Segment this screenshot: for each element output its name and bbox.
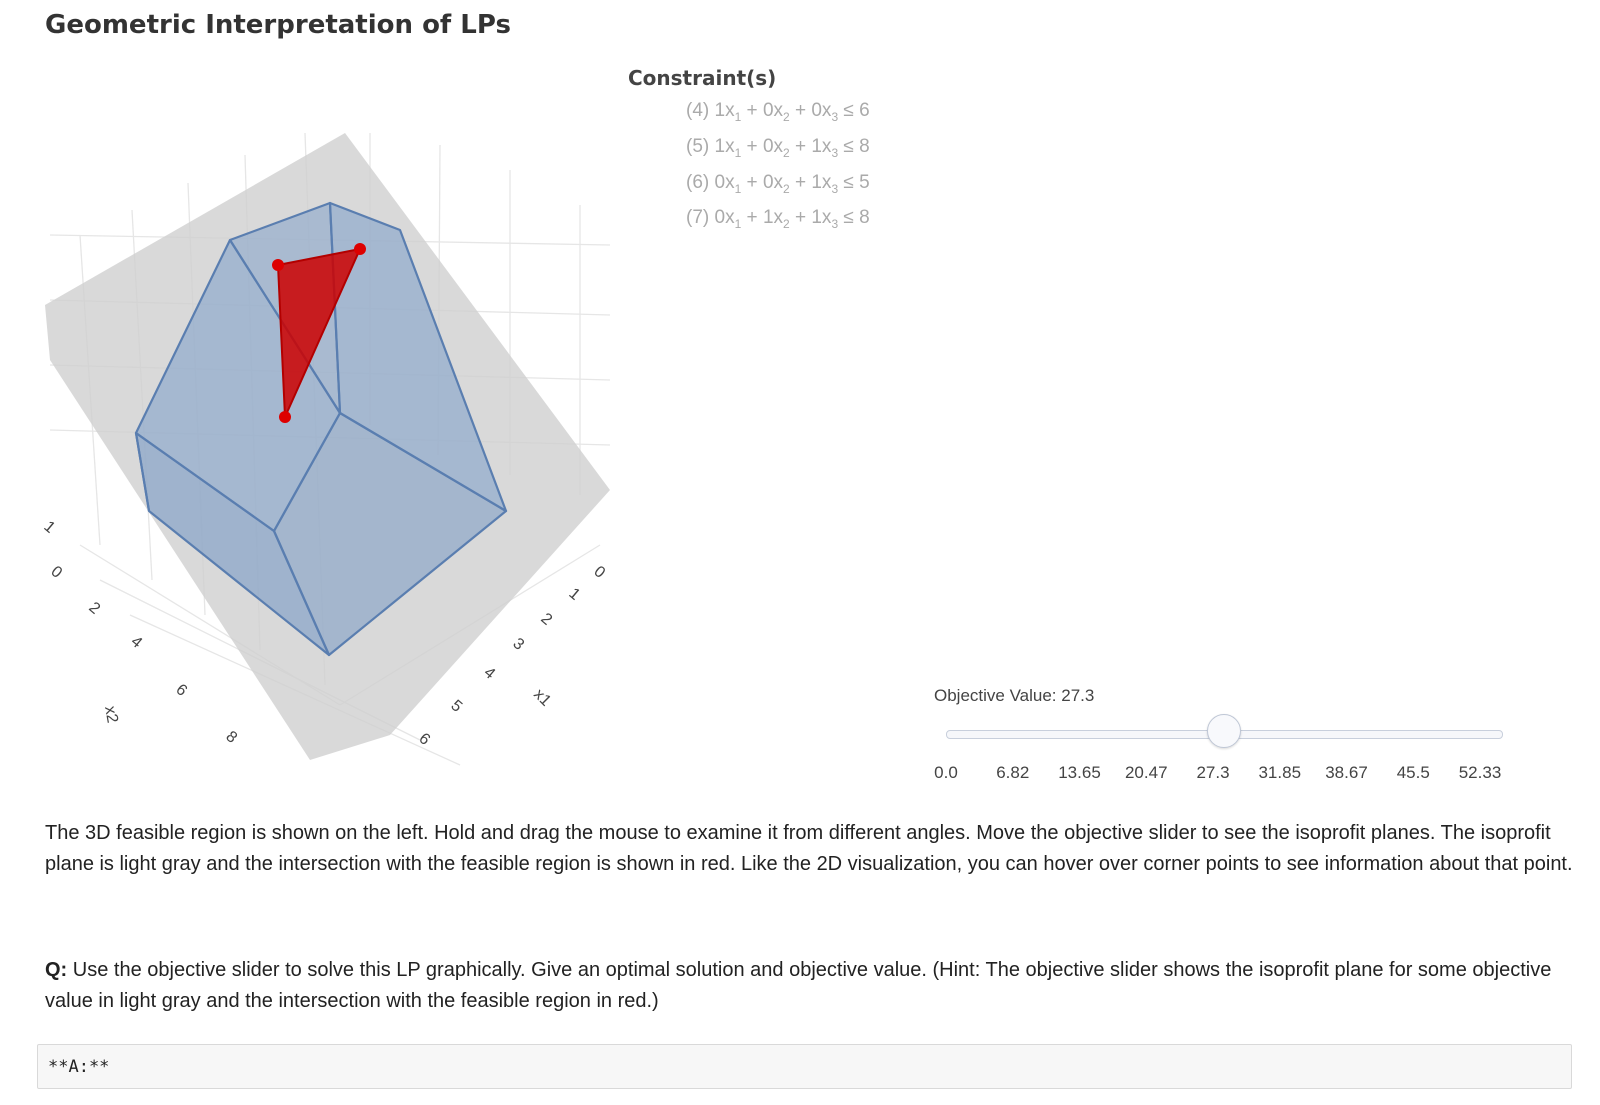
x2-axis-label: x2 <box>101 705 121 725</box>
constraint-id: (4) <box>686 100 710 121</box>
var-index: 2 <box>783 217 790 232</box>
x3-tick: 1 <box>40 518 58 537</box>
coef-term: 1x <box>811 171 832 193</box>
question-text: Q: Use the objective slider to solve thi… <box>45 955 1575 1017</box>
coef-term: 0x <box>714 207 735 229</box>
coef-term: 0x <box>811 100 832 121</box>
question-prefix: Q: <box>45 959 68 981</box>
var-index: 1 <box>734 217 742 232</box>
slider-tick-label: 31.85 <box>1258 763 1302 782</box>
isoprofit-intersection <box>276 247 362 418</box>
x1-tick: 5 <box>447 697 465 716</box>
x1-tick: 4 <box>480 664 498 683</box>
constraint-row: (4) 1x1 + 0x2 + 0x3 ≤ 6 <box>686 100 870 124</box>
objective-slider: Objective Value: 27.3 0.0 6.82 13.65 20.… <box>934 686 1514 796</box>
slider-tick-label: 38.67 <box>1325 763 1368 782</box>
slider-tick-label: 27.3 <box>1196 763 1230 782</box>
x2-tick: 0 <box>47 563 65 582</box>
slider-tick-label: 0.0 <box>934 763 958 782</box>
constraint-row: (5) 1x1 + 0x2 + 1x3 ≤ 8 <box>686 135 870 160</box>
var-index: 3 <box>831 145 839 160</box>
coef-term: 1x <box>714 100 735 121</box>
slider-ticks: 0.0 6.82 13.65 20.47 27.3 31.85 38.67 45… <box>934 763 1514 787</box>
x2-tick: 8 <box>222 728 240 747</box>
constraint-id: (5) <box>686 135 710 157</box>
constraint-row: (6) 0x1 + 0x2 + 1x3 ≤ 5 <box>686 171 870 196</box>
question-body: Use the objective slider to solve this L… <box>45 959 1552 1012</box>
page-title: Geometric Interpretation of LPs <box>45 10 511 40</box>
slider-tick-label: 13.65 <box>1058 763 1101 782</box>
x1-tick: 2 <box>537 610 555 629</box>
x2-tick: 6 <box>172 681 190 700</box>
coef-term: 0x <box>762 135 784 157</box>
x2-tick: 2 <box>85 599 103 618</box>
var-index: 2 <box>783 109 790 124</box>
var-index: 2 <box>783 181 790 196</box>
x1-tick: 1 <box>565 585 583 604</box>
var-index: 1 <box>734 109 742 124</box>
corner-point[interactable] <box>272 259 284 271</box>
coef-term: 0x <box>762 100 784 121</box>
answer-cell[interactable]: **A:** <box>37 1044 1572 1089</box>
var-index: 3 <box>831 109 839 124</box>
x1-tick: 0 <box>590 563 608 582</box>
constraints-heading: Constraint(s) <box>628 66 777 90</box>
slider-tick-label: 52.33 <box>1458 763 1502 782</box>
constraint-rhs: 5 <box>859 171 870 193</box>
constraint-id: (7) <box>686 207 710 229</box>
answer-text: **A:** <box>48 1057 110 1077</box>
constraint-rhs: 8 <box>859 135 870 157</box>
constraint-rhs: 6 <box>859 100 870 121</box>
constraints-panel: Constraint(s) (4) 1x1 + 0x2 + 0x3 ≤ 6 (5… <box>628 66 870 239</box>
description-text: The 3D feasible region is shown on the l… <box>45 822 1573 875</box>
slider-tick-label: 6.82 <box>996 763 1030 782</box>
constraint-row: (7) 0x1 + 1x2 + 1x3 ≤ 8 <box>686 207 870 232</box>
x1-axis-label: x1 <box>530 686 554 710</box>
objective-value-label: Objective Value: 27.3 <box>934 686 1095 705</box>
slider-tick-label: 45.5 <box>1396 763 1430 782</box>
var-index: 1 <box>734 145 742 160</box>
coef-term: 1x <box>762 207 784 229</box>
x1-tick: 3 <box>509 635 527 654</box>
var-index: 1 <box>734 181 742 196</box>
coef-term: 0x <box>762 171 784 193</box>
x2-tick: 4 <box>127 633 145 652</box>
slider-handle[interactable] <box>1206 714 1241 748</box>
coef-term: 0x <box>714 171 735 193</box>
corner-point[interactable] <box>279 411 291 423</box>
coef-term: 1x <box>811 135 832 157</box>
coef-term: 1x <box>714 135 735 157</box>
corner-point[interactable] <box>354 243 366 255</box>
constraint-id: (6) <box>686 171 710 193</box>
coef-term: 1x <box>811 207 832 229</box>
var-index: 3 <box>831 181 839 196</box>
constraint-rhs: 8 <box>859 207 870 229</box>
var-index: 2 <box>783 145 790 160</box>
3d-feasible-region-plot[interactable]: 0 2 4 6 8 x2 1 0 1 2 3 4 5 6 x1 <box>40 125 630 785</box>
var-index: 3 <box>831 217 839 232</box>
slider-tick-label: 20.47 <box>1124 763 1168 782</box>
feasible-region[interactable] <box>134 201 508 657</box>
